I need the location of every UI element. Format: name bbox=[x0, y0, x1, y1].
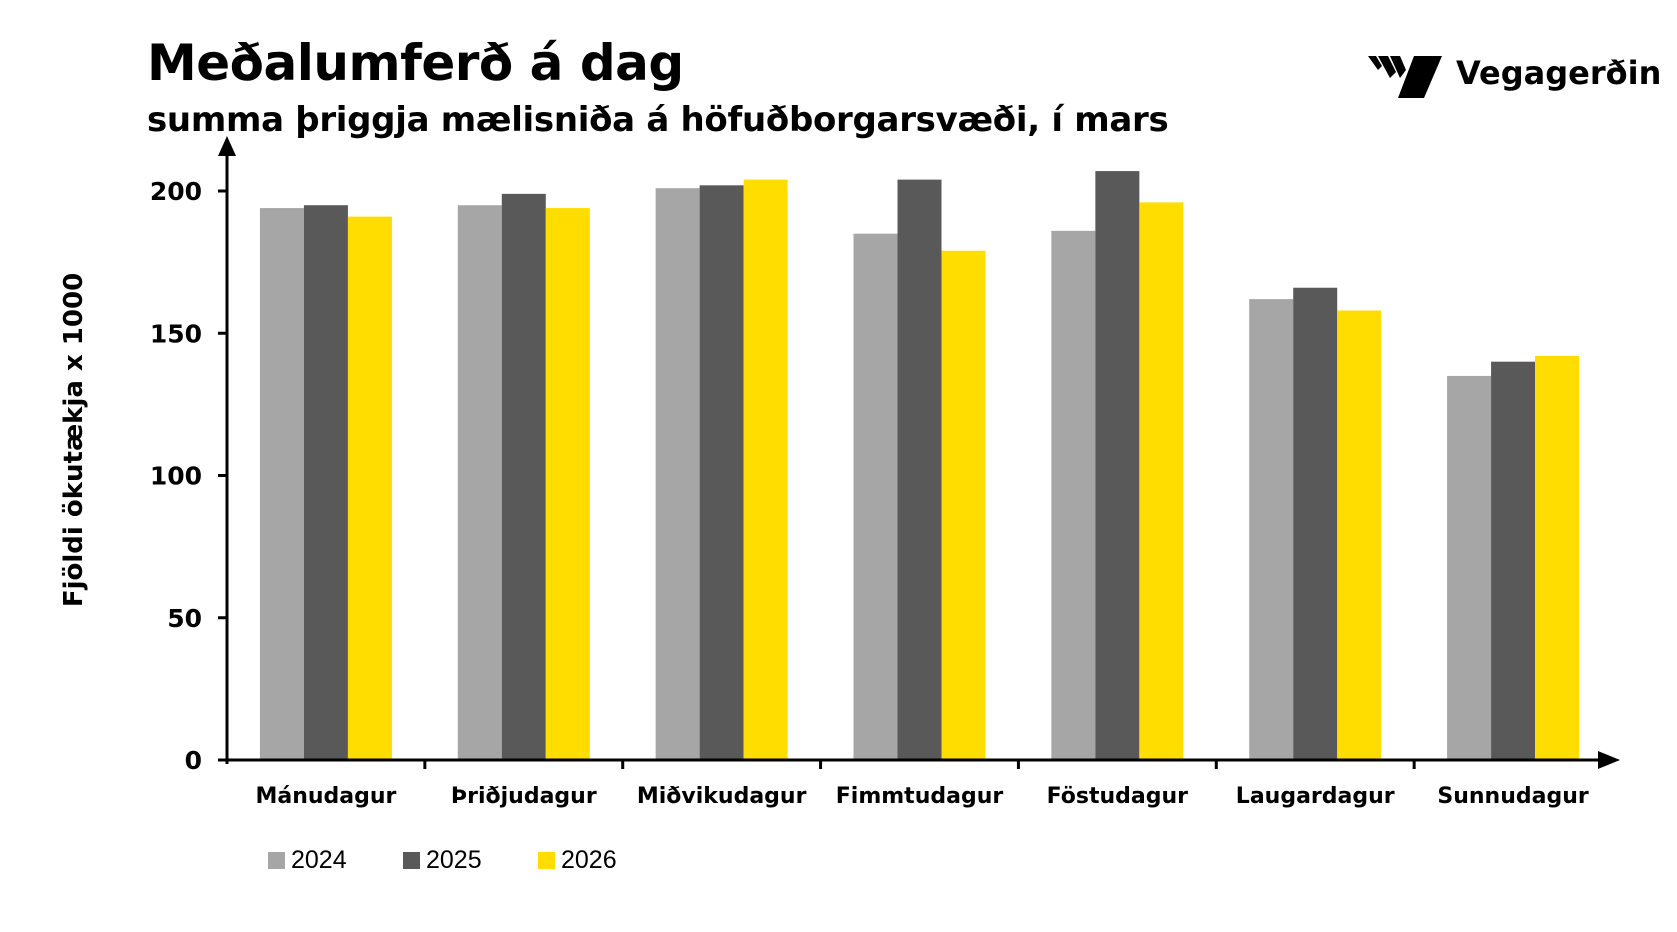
legend: 2024 2025 2026 bbox=[268, 846, 673, 875]
bar-2025-3 bbox=[897, 179, 942, 760]
legend-item-2026: 2026 bbox=[538, 846, 673, 875]
legend-item-2025: 2025 bbox=[403, 846, 538, 875]
bar-2025-1 bbox=[501, 193, 546, 761]
bar-2026-6 bbox=[1535, 356, 1580, 760]
legend-swatch bbox=[538, 852, 555, 869]
bar-2024-1 bbox=[457, 205, 502, 761]
y-tick-label: 200 bbox=[150, 177, 202, 206]
bar-2025-4 bbox=[1095, 171, 1140, 760]
x-tick-label: Þriðjudagur bbox=[451, 784, 597, 809]
bar-2025-5 bbox=[1293, 287, 1338, 760]
brand-logo: Vegagerðin bbox=[1368, 52, 1668, 108]
y-tick-label: 50 bbox=[167, 604, 202, 633]
x-tick-label: Föstudagur bbox=[1047, 784, 1189, 809]
bar-2024-0 bbox=[259, 208, 304, 760]
legend-label: 2025 bbox=[426, 846, 482, 874]
bar-2026-1 bbox=[545, 208, 590, 760]
legend-label: 2024 bbox=[291, 846, 347, 874]
bar-2024-6 bbox=[1447, 375, 1492, 760]
legend-item-2024: 2024 bbox=[268, 846, 403, 875]
axes-group: Mánudagur Þriðjudagur Miðvikudagur Fimmtuda… bbox=[150, 136, 1620, 809]
bar-2024-4 bbox=[1051, 230, 1096, 760]
vegagerdin-logo-icon bbox=[1368, 56, 1442, 98]
x-tick-label: Sunnudagur bbox=[1437, 784, 1588, 809]
bar-2024-5 bbox=[1249, 299, 1294, 760]
x-tick-label: Laugardagur bbox=[1236, 784, 1395, 809]
x-tick-label: Mánudagur bbox=[255, 784, 396, 809]
x-tick-label: Miðvikudagur bbox=[637, 784, 807, 809]
bar-2026-2 bbox=[743, 179, 788, 760]
bar-2026-4 bbox=[1139, 202, 1184, 760]
legend-label: 2026 bbox=[561, 846, 617, 874]
bar-2025-2 bbox=[699, 185, 744, 760]
bar-2024-3 bbox=[853, 233, 898, 761]
chart-subtitle: summa þriggja mælisniða á höfuðborgarsvæ… bbox=[147, 100, 1169, 140]
logo-text: Vegagerðin bbox=[1456, 54, 1662, 92]
bar-2026-0 bbox=[347, 216, 392, 761]
bar-2025-0 bbox=[303, 205, 348, 761]
y-tick-label: 150 bbox=[150, 319, 202, 348]
y-tick-label: 100 bbox=[150, 462, 202, 491]
bar-2026-3 bbox=[941, 250, 986, 760]
y-tick-label: 0 bbox=[185, 746, 202, 775]
legend-swatch bbox=[268, 852, 285, 869]
x-axis-arrow bbox=[1598, 751, 1620, 769]
legend-swatch bbox=[403, 852, 420, 869]
bar-2025-6 bbox=[1491, 361, 1536, 760]
y-axis-arrow bbox=[218, 136, 236, 156]
x-tick-label: Fimmtudagur bbox=[836, 784, 1004, 809]
chart-title: Meðalumferð á dag bbox=[147, 34, 684, 92]
bar-2026-5 bbox=[1337, 310, 1382, 760]
bar-2024-2 bbox=[655, 188, 700, 760]
bars-group bbox=[259, 171, 1580, 761]
